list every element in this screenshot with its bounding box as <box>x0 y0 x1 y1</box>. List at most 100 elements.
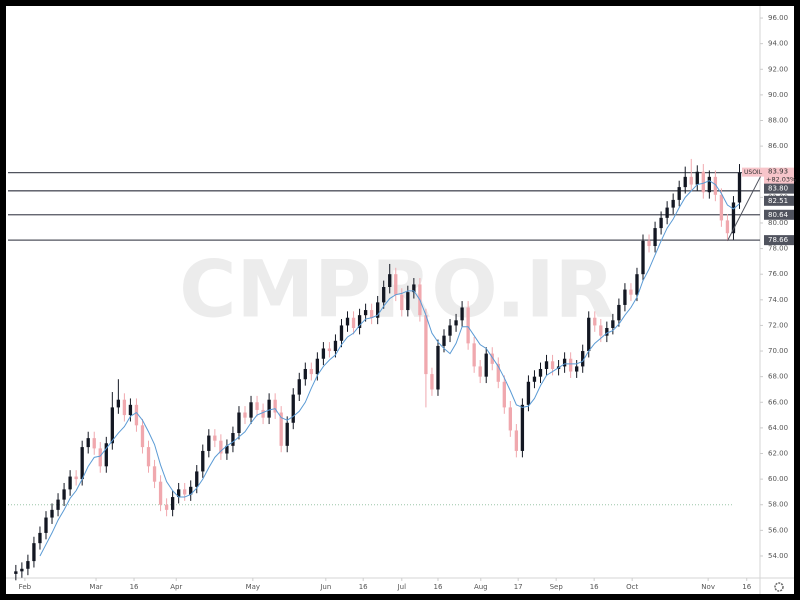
candle-body <box>213 435 217 441</box>
moving-average <box>39 180 740 557</box>
price-label: 83.93 <box>768 168 788 176</box>
candle-body <box>207 435 211 451</box>
y-tick-label: 76.00 <box>768 270 788 278</box>
candle-body <box>267 399 271 418</box>
candle-body <box>104 443 108 467</box>
candle-body <box>189 486 193 495</box>
x-tick-label: Feb <box>19 583 32 591</box>
candle-body <box>255 402 259 410</box>
candle-body <box>490 353 494 364</box>
candle-body <box>339 325 344 341</box>
candle-body <box>677 187 681 200</box>
candle-body <box>333 340 338 352</box>
candle-body <box>146 447 151 467</box>
candle-body <box>454 320 458 326</box>
candle-body <box>400 294 404 311</box>
y-tick-label: 78.00 <box>768 245 788 253</box>
candle-body <box>611 320 615 328</box>
x-tick-label: 16 <box>130 583 139 591</box>
candle-body <box>122 399 127 416</box>
candle-body <box>351 317 356 328</box>
y-tick-label: 94.00 <box>768 40 788 48</box>
candle-body <box>309 368 313 375</box>
candle-body <box>665 207 669 218</box>
candle-body <box>725 220 730 234</box>
candle-body <box>315 358 320 375</box>
candle-body <box>737 172 742 203</box>
candle-body <box>285 422 289 446</box>
candle-body <box>581 351 585 367</box>
candle-body <box>562 358 567 367</box>
candle-body <box>587 317 591 352</box>
candle-body <box>388 274 392 288</box>
candle-body <box>635 274 639 295</box>
gear[interactable] <box>774 582 784 592</box>
candle-body <box>707 176 712 193</box>
candle-body <box>508 407 512 431</box>
candle-body <box>683 176 687 188</box>
y-tick-label: 86.00 <box>768 142 788 150</box>
candle-body <box>363 310 368 316</box>
candle-body <box>593 317 597 326</box>
candle-body <box>394 274 398 295</box>
x-tick-label: 16 <box>434 583 443 591</box>
candle-body <box>243 412 247 418</box>
y-tick-label: 88.00 <box>768 117 788 125</box>
candle-body <box>496 363 500 382</box>
x-tick-label: Apr <box>170 583 182 591</box>
candle-body <box>56 499 60 510</box>
y-tick-label: 90.00 <box>768 91 788 99</box>
candle-body <box>249 402 253 418</box>
candle-body <box>158 481 163 505</box>
level-badge <box>764 195 794 206</box>
y-tick-label: 56.00 <box>768 526 788 534</box>
y-tick-label: 72.00 <box>768 321 788 329</box>
candle-body <box>170 497 175 510</box>
candle-body <box>671 199 675 208</box>
candle-body <box>532 376 537 382</box>
candle-body <box>424 315 428 375</box>
candle-body <box>484 353 488 377</box>
candle-body <box>128 404 133 416</box>
x-tick-label: May <box>246 583 260 591</box>
candle-body <box>86 438 90 448</box>
level-label: 80.64 <box>768 211 789 219</box>
candle-body <box>297 379 301 395</box>
symbol-badge <box>742 167 764 177</box>
candle-body <box>261 409 265 418</box>
candle-body <box>629 289 633 295</box>
candle-body <box>617 304 621 321</box>
settings-icon[interactable] <box>774 582 784 592</box>
y-tick-label: 74.00 <box>768 296 788 304</box>
candle-body <box>653 228 657 247</box>
candle-body <box>183 489 187 495</box>
candle-body <box>689 176 693 185</box>
candle-body <box>219 440 223 454</box>
trend-line <box>726 170 765 242</box>
y-tick-label: 92.00 <box>768 65 788 73</box>
candle-body <box>538 368 543 377</box>
x-tick-label: 16 <box>742 583 751 591</box>
candle-body <box>50 509 54 518</box>
candle-body <box>26 561 30 569</box>
candle-body <box>701 171 705 193</box>
candle-body <box>110 407 114 444</box>
x-tick-label: Sep <box>550 583 564 591</box>
x-tick-label: Aug <box>474 583 488 591</box>
candle-body <box>719 194 724 221</box>
candle-body <box>382 287 386 303</box>
candle-body <box>647 240 651 247</box>
candle-body <box>62 489 66 500</box>
candle-body <box>436 345 440 390</box>
y-tick-label: 68.00 <box>768 373 788 381</box>
y-tick-label: 62.00 <box>768 450 788 458</box>
candle-body <box>291 394 295 423</box>
candle-body <box>74 476 78 480</box>
candle-body <box>623 289 627 305</box>
candle-body <box>695 171 699 185</box>
level-label: 82.51 <box>768 197 788 205</box>
candle-body <box>44 517 48 533</box>
candle-body <box>406 292 410 311</box>
